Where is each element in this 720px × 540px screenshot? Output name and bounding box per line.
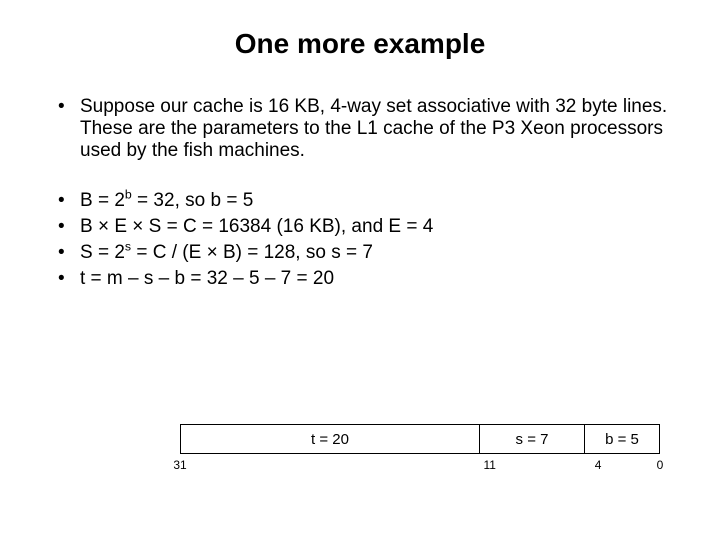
calc-text-pre: t = m – s – b = 32 – 5 – 7 = 20 <box>80 268 334 289</box>
calc-text-pre: S = 2 <box>80 242 125 263</box>
bitfield-cell-s: s = 7 <box>480 424 585 454</box>
calc-text-post: = C / (E × B) = 128, so s = 7 <box>131 242 373 263</box>
bitfield-cell-t: t = 20 <box>180 424 480 454</box>
bit-marker: 4 <box>595 458 602 472</box>
calc-text-pre: B × E × S = C = 16384 (16 KB), and E = 4 <box>80 216 433 237</box>
bitfield-diagram: t = 20 s = 7 b = 5 31 11 4 0 <box>180 424 660 478</box>
calc-text-post: = 32, so b = 5 <box>132 190 253 211</box>
bit-marker: 0 <box>657 458 664 472</box>
calc-bullet: S = 2s = C / (E × B) = 128, so s = 7 <box>58 242 680 264</box>
calc-sup: b <box>125 188 132 202</box>
bitfield-row: t = 20 s = 7 b = 5 <box>180 424 660 454</box>
calc-bullet: B = 2b = 32, so b = 5 <box>58 190 680 212</box>
bit-marker: 31 <box>173 458 186 472</box>
bit-marker-row: 31 11 4 0 <box>180 458 660 478</box>
intro-bullet: Suppose our cache is 16 KB, 4-way set as… <box>58 96 680 162</box>
slide-title: One more example <box>40 28 680 60</box>
calc-bullet: t = m – s – b = 32 – 5 – 7 = 20 <box>58 268 680 290</box>
calc-bullet: B × E × S = C = 16384 (16 KB), and E = 4 <box>58 216 680 238</box>
bitfield-cell-b: b = 5 <box>585 424 660 454</box>
bit-marker: 11 <box>483 458 495 472</box>
calc-text-pre: B = 2 <box>80 190 125 211</box>
